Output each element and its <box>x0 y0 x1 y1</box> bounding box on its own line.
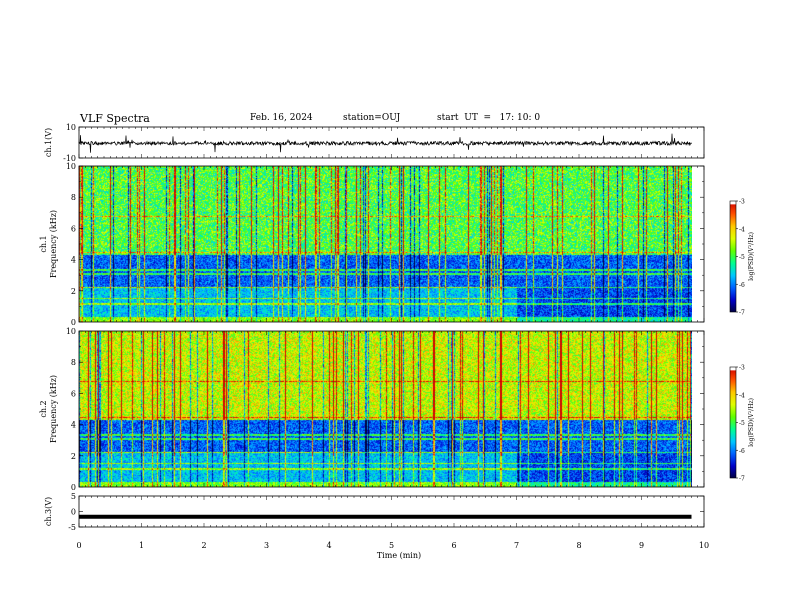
colorbar-tick-label: -6 <box>739 448 745 455</box>
ch1-spectrogram-ylabel: Frequency (kHz) <box>49 210 58 278</box>
colorbar-tick-label: -6 <box>739 282 745 289</box>
y-tick-label: 10 <box>66 162 76 171</box>
station-label: station=OUJ <box>343 113 401 123</box>
y-tick-label: 4 <box>71 421 76 430</box>
y-tick-label: 0 <box>71 483 76 492</box>
colorbar-label: log(PSD)(V²/Hz) <box>748 398 755 447</box>
y-tick-label: 6 <box>71 389 76 398</box>
y-tick-label: 4 <box>71 256 76 265</box>
y-tick-label: -5 <box>68 523 76 532</box>
ch2-spectrogram-heatmap <box>79 331 692 487</box>
x-tick-label: 10 <box>699 541 709 550</box>
colorbar-2 <box>730 367 736 478</box>
ch1-waveform-trace <box>78 133 692 153</box>
x-tick-label: 7 <box>514 541 519 550</box>
date-label: Feb. 16, 2024 <box>250 113 313 123</box>
y-tick-label: 2 <box>71 287 76 296</box>
figure-title: VLF Spectra <box>80 112 150 125</box>
x-tick-label: 5 <box>389 541 394 550</box>
x-tick-label: 9 <box>639 541 644 550</box>
ch3-waveform-ylabel: ch.3(V) <box>44 497 53 526</box>
y-tick-label: 0 <box>71 508 76 517</box>
y-tick-label: 5 <box>71 492 76 501</box>
ch1-waveform-ylabel: ch.1(V) <box>44 128 53 157</box>
ch1-spectrogram-ylabel: ch.1 <box>39 235 48 252</box>
y-tick-label: 10 <box>66 123 76 132</box>
colorbar-tick-label: -5 <box>739 254 745 261</box>
start-time-label: start UT = 17: 10: 0 <box>437 113 541 123</box>
y-tick-label: 10 <box>66 327 76 336</box>
ch3-waveform-frame <box>78 495 705 528</box>
y-tick-label: -10 <box>63 154 76 163</box>
colorbar-1 <box>730 201 736 312</box>
ch1-spectrogram-heatmap <box>79 166 692 322</box>
colorbar-tick-label: -3 <box>739 199 745 206</box>
ch2-spectrogram-ylabel: Frequency (kHz) <box>49 375 58 443</box>
colorbar-tick-label: -4 <box>739 226 745 233</box>
colorbar-tick-label: -7 <box>739 476 745 483</box>
x-tick-label: 0 <box>76 541 81 550</box>
colorbar-tick-label: -7 <box>739 310 745 317</box>
colorbar-label: log(PSD)(V²/Hz) <box>748 232 755 281</box>
y-tick-label: 0 <box>71 318 76 327</box>
y-tick-label: 8 <box>71 358 76 367</box>
colorbar-tick-label: -4 <box>739 392 745 399</box>
x-tick-label: 2 <box>201 541 206 550</box>
ch2-spectrogram-ylabel: ch.2 <box>39 400 48 417</box>
x-tick-label: 8 <box>576 541 581 550</box>
y-tick-label: 6 <box>71 224 76 233</box>
colorbar-tick-label: -3 <box>739 365 745 372</box>
x-axis-label: Time (min) <box>377 551 421 560</box>
y-tick-label: 8 <box>71 193 76 202</box>
x-tick-label: 4 <box>326 541 331 550</box>
colorbar-tick-label: -5 <box>739 420 745 427</box>
x-tick-label: 3 <box>264 541 269 550</box>
x-tick-label: 1 <box>139 541 144 550</box>
y-tick-label: 2 <box>71 452 76 461</box>
x-tick-label: 6 <box>451 541 456 550</box>
